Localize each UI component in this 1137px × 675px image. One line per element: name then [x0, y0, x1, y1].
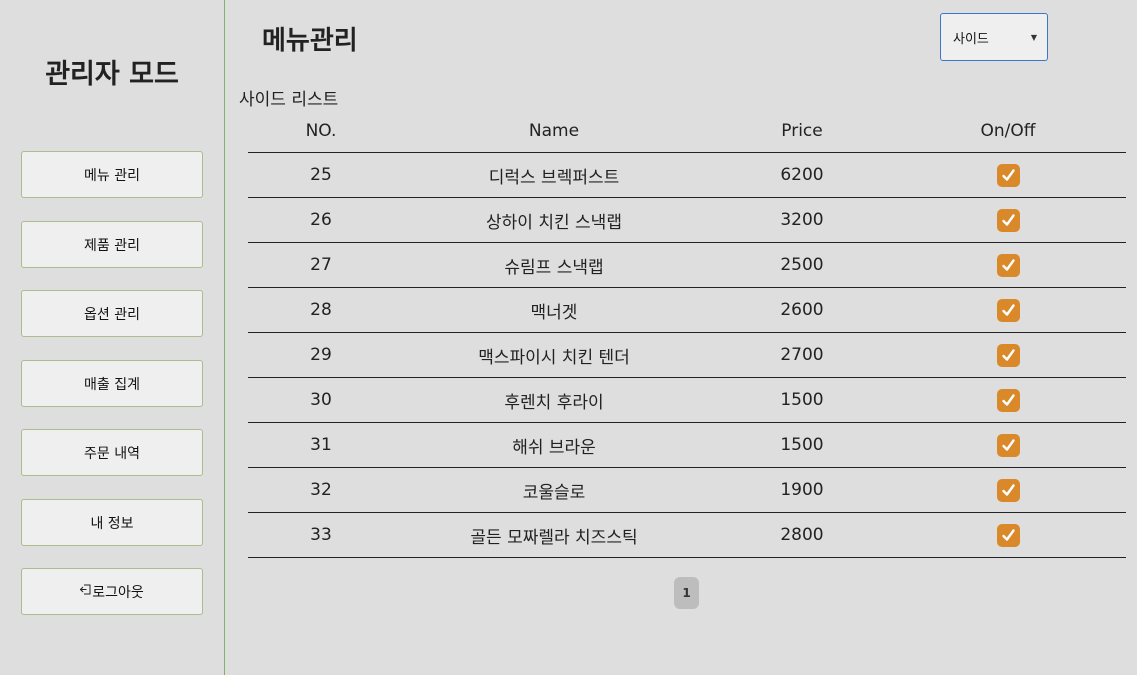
checkmark-icon [1001, 483, 1015, 496]
category-select[interactable]: 사이드 ▼ [940, 13, 1048, 61]
sidebar-item-sales-summary[interactable]: 매출 집계 [21, 360, 203, 407]
cell-price: 3200 [780, 210, 824, 230]
logout-label: 로그아웃 [92, 584, 144, 601]
cell-no: 29 [310, 345, 332, 365]
on-off-checkbox[interactable] [996, 478, 1020, 502]
on-off-checkbox[interactable] [996, 253, 1020, 277]
sidebar-item-order-history[interactable]: 주문 내역 [21, 429, 203, 476]
checkmark-icon [1001, 393, 1015, 406]
table-row: 31 해쉬 브라운 1500 [248, 423, 1126, 468]
page-title: 메뉴관리 [262, 26, 358, 56]
table-row: 27 슈림프 스낵랩 2500 [248, 243, 1126, 288]
sidebar-item-label: 메뉴 관리 [84, 167, 140, 184]
cell-name: 후렌치 후라이 [504, 392, 604, 413]
checkmark-icon [1001, 213, 1015, 226]
cell-onoff [890, 388, 1126, 412]
sidebar-item-label: 매출 집계 [84, 376, 140, 393]
cell-name: 해쉬 브라운 [512, 437, 596, 458]
cell-onoff [890, 523, 1126, 547]
cell-no: 30 [310, 390, 332, 410]
pagination-page-1[interactable]: 1 [674, 577, 699, 609]
on-off-checkbox[interactable] [996, 163, 1020, 187]
cell-no: 26 [310, 210, 332, 230]
cell-onoff [890, 433, 1126, 457]
section-title: 사이드 리스트 [239, 90, 339, 110]
cell-no: 25 [310, 165, 332, 185]
cell-price: 1500 [780, 435, 824, 455]
cell-price: 2600 [780, 300, 824, 320]
cell-name: 코울슬로 [522, 482, 586, 503]
cell-no: 32 [310, 480, 332, 500]
cell-onoff [890, 343, 1126, 367]
cell-onoff [890, 298, 1126, 322]
on-off-checkbox[interactable] [996, 433, 1020, 457]
table-row: 29 맥스파이시 치킨 텐더 2700 [248, 333, 1126, 378]
cell-no: 31 [310, 435, 332, 455]
cell-onoff [890, 253, 1126, 277]
cell-name: 디럭스 브렉퍼스트 [488, 167, 620, 188]
cell-price: 1500 [780, 390, 824, 410]
category-select-value: 사이드 [953, 31, 989, 47]
side-menu-table: NO. Name Price On/Off 25 디럭스 브렉퍼스트 6200 26 상… [248, 110, 1126, 558]
table-header: NO. Name Price On/Off [248, 110, 1126, 153]
checkmark-icon [1001, 258, 1015, 271]
sidebar-item-label: 옵션 관리 [84, 306, 140, 323]
sidebar-item-product-management[interactable]: 제품 관리 [21, 221, 203, 268]
on-off-checkbox[interactable] [996, 208, 1020, 232]
table-row: 30 후렌치 후라이 1500 [248, 378, 1126, 423]
on-off-checkbox[interactable] [996, 388, 1020, 412]
checkmark-icon [1001, 168, 1015, 181]
cell-no: 28 [310, 300, 332, 320]
sidebar-item-my-info[interactable]: 내 정보 [21, 499, 203, 546]
column-header-no: NO. [305, 121, 337, 141]
logout-button[interactable]: 로그아웃 [21, 568, 203, 615]
cell-name: 맥너겟 [530, 302, 578, 323]
cell-no: 33 [310, 525, 332, 545]
cell-price: 6200 [780, 165, 824, 185]
cell-price: 2500 [780, 255, 824, 275]
checkmark-icon [1001, 303, 1015, 316]
column-header-onoff: On/Off [980, 121, 1036, 141]
sidebar-item-label: 제품 관리 [84, 237, 140, 254]
table-row: 25 디럭스 브렉퍼스트 6200 [248, 153, 1126, 198]
on-off-checkbox[interactable] [996, 298, 1020, 322]
cell-price: 1900 [780, 480, 824, 500]
cell-price: 2700 [780, 345, 824, 365]
checkmark-icon [1001, 348, 1015, 361]
cell-name: 골든 모짜렐라 치즈스틱 [470, 527, 638, 548]
table-row: 32 코울슬로 1900 [248, 468, 1126, 513]
column-header-price: Price [781, 121, 823, 141]
table-row: 33 골든 모짜렐라 치즈스틱 2800 [248, 513, 1126, 558]
column-header-name: Name [528, 121, 580, 141]
table-body: 25 디럭스 브렉퍼스트 6200 26 상하이 치킨 스낵랩 3200 27 슈림프 스낵랩… [248, 153, 1126, 558]
logout-icon [80, 584, 91, 599]
cell-no: 27 [310, 255, 332, 275]
on-off-checkbox[interactable] [996, 343, 1020, 367]
sidebar-item-label: 주문 내역 [84, 445, 140, 462]
admin-mode-title: 관리자 모드 [45, 59, 179, 90]
table-row: 26 상하이 치킨 스낵랩 3200 [248, 198, 1126, 243]
sidebar-item-label: 내 정보 [90, 515, 134, 532]
cell-price: 2800 [780, 525, 824, 545]
on-off-checkbox[interactable] [996, 523, 1020, 547]
cell-name: 슈림프 스낵랩 [504, 257, 604, 278]
cell-onoff [890, 163, 1126, 187]
sidebar: 관리자 모드 메뉴 관리 제품 관리 옵션 관리 매출 집계 주문 내역 내 정… [0, 0, 225, 675]
checkmark-icon [1001, 438, 1015, 451]
sidebar-item-menu-management[interactable]: 메뉴 관리 [21, 151, 203, 198]
chevron-down-icon: ▼ [1030, 32, 1037, 42]
cell-onoff [890, 208, 1126, 232]
checkmark-icon [1001, 528, 1015, 541]
cell-name: 맥스파이시 치킨 텐더 [478, 347, 630, 368]
table-row: 28 맥너겟 2600 [248, 288, 1126, 333]
cell-onoff [890, 478, 1126, 502]
sidebar-item-option-management[interactable]: 옵션 관리 [21, 290, 203, 337]
cell-name: 상하이 치킨 스낵랩 [486, 212, 622, 233]
